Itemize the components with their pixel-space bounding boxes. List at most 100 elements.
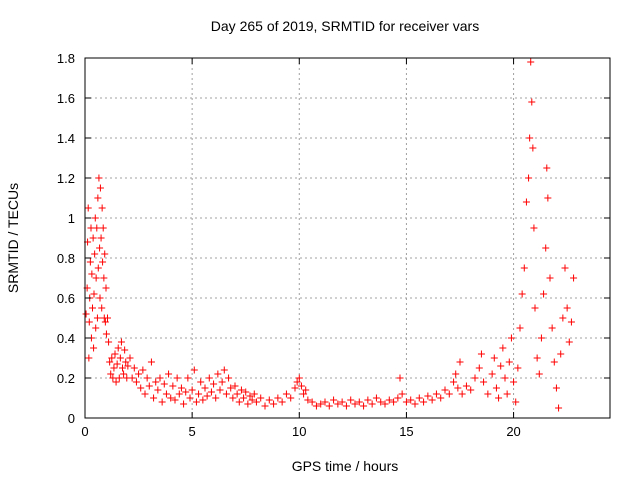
data-point bbox=[109, 374, 117, 382]
data-point bbox=[372, 394, 380, 402]
data-point bbox=[567, 318, 575, 326]
y-tick-label: 1 bbox=[68, 211, 75, 226]
data-point bbox=[351, 400, 359, 408]
data-point bbox=[561, 264, 569, 272]
data-point bbox=[368, 400, 376, 408]
data-point bbox=[312, 402, 320, 410]
data-point bbox=[261, 402, 269, 410]
data-point bbox=[90, 344, 98, 352]
data-point bbox=[505, 358, 513, 366]
data-point bbox=[150, 394, 158, 402]
data-point bbox=[257, 394, 265, 402]
data-point bbox=[107, 370, 115, 378]
data-point bbox=[308, 398, 316, 406]
data-point bbox=[526, 134, 534, 142]
data-point bbox=[126, 354, 134, 362]
y-tick-label: 1.2 bbox=[57, 171, 75, 186]
data-point bbox=[297, 382, 305, 390]
data-point bbox=[342, 402, 350, 410]
data-point bbox=[300, 390, 308, 398]
data-point bbox=[139, 366, 147, 374]
data-point bbox=[321, 398, 329, 406]
data-point bbox=[462, 382, 470, 390]
data-point bbox=[199, 396, 207, 404]
data-point bbox=[212, 394, 220, 402]
data-point bbox=[454, 384, 462, 392]
data-point bbox=[82, 310, 90, 318]
data-point bbox=[99, 258, 107, 266]
x-axis-ticks: 0 5 10 15 20 bbox=[81, 58, 521, 439]
data-point bbox=[229, 394, 237, 402]
data-point bbox=[132, 378, 140, 386]
data-point bbox=[522, 198, 530, 206]
data-point bbox=[530, 224, 538, 232]
data-point bbox=[156, 374, 164, 382]
data-point bbox=[570, 274, 578, 282]
data-point bbox=[394, 394, 402, 402]
y-tick-label: 1.8 bbox=[57, 51, 75, 66]
data-point bbox=[91, 214, 99, 222]
data-point bbox=[317, 400, 325, 408]
data-point bbox=[113, 360, 121, 368]
data-point bbox=[231, 382, 239, 390]
x-tick-label: 10 bbox=[292, 424, 306, 439]
data-point bbox=[85, 318, 93, 326]
data-point bbox=[114, 344, 122, 352]
data-point bbox=[97, 234, 105, 242]
y-axis-ticks: 0 0.2 0.4 0.6 0.8 1 1.2 1.4 1.6 1.8 bbox=[57, 51, 610, 426]
data-point bbox=[480, 378, 488, 386]
data-point bbox=[98, 304, 106, 312]
data-point bbox=[452, 370, 460, 378]
y-tick-label: 1.6 bbox=[57, 91, 75, 106]
data-point bbox=[467, 386, 475, 394]
data-point bbox=[512, 398, 520, 406]
data-point bbox=[295, 374, 303, 382]
data-point bbox=[274, 394, 282, 402]
data-point bbox=[135, 370, 143, 378]
data-point bbox=[428, 396, 436, 404]
data-point bbox=[548, 324, 556, 332]
data-point bbox=[160, 380, 168, 388]
data-point bbox=[86, 258, 94, 266]
y-tick-label: 0.4 bbox=[57, 331, 75, 346]
data-point bbox=[542, 244, 550, 252]
data-point bbox=[546, 274, 554, 282]
data-point bbox=[347, 396, 355, 404]
data-point bbox=[492, 384, 500, 392]
data-point bbox=[402, 398, 410, 406]
data-point bbox=[180, 400, 188, 408]
data-point bbox=[484, 390, 492, 398]
data-point bbox=[96, 184, 104, 192]
data-point bbox=[115, 374, 123, 382]
data-point bbox=[143, 374, 151, 382]
y-axis-label: SRMTID / TECUs bbox=[5, 183, 21, 293]
data-point bbox=[210, 380, 218, 388]
data-point bbox=[85, 354, 93, 362]
data-point bbox=[415, 394, 423, 402]
data-point bbox=[252, 398, 260, 406]
data-point bbox=[201, 384, 209, 392]
data-point bbox=[441, 386, 449, 394]
data-point bbox=[525, 174, 533, 182]
data-point bbox=[158, 398, 166, 406]
data-point bbox=[203, 392, 211, 400]
y-tick-label: 0.6 bbox=[57, 291, 75, 306]
data-point bbox=[544, 194, 552, 202]
data-point bbox=[495, 394, 503, 402]
data-point bbox=[396, 374, 404, 382]
data-point bbox=[100, 274, 108, 282]
data-point bbox=[377, 398, 385, 406]
data-point bbox=[497, 362, 505, 370]
data-point bbox=[95, 174, 103, 182]
data-point bbox=[93, 314, 101, 322]
data-point bbox=[102, 284, 110, 292]
data-point bbox=[411, 400, 419, 408]
data-point bbox=[137, 384, 145, 392]
data-point bbox=[128, 374, 136, 382]
data-point bbox=[106, 358, 114, 366]
chart-title: Day 265 of 2019, SRMTID for receiver var… bbox=[211, 18, 479, 34]
data-point bbox=[165, 370, 173, 378]
data-point bbox=[304, 396, 312, 404]
y-tick-label: 1.4 bbox=[57, 131, 75, 146]
data-point bbox=[154, 386, 162, 394]
